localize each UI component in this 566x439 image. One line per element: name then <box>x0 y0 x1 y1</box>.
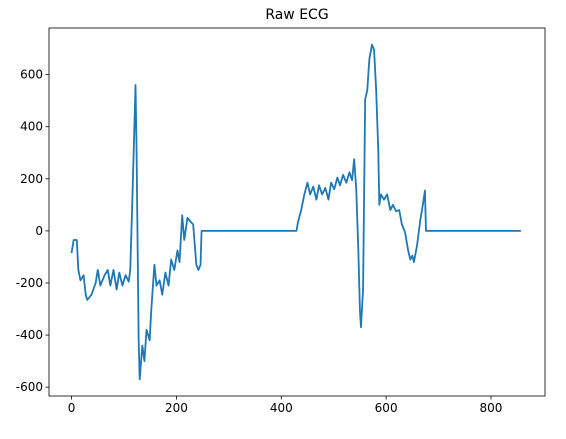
x-tick-label: 600 <box>375 401 398 415</box>
y-tick-label: 200 <box>20 172 43 186</box>
x-tick-label: 400 <box>270 401 293 415</box>
line <box>70 43 521 381</box>
y-tick-label: -400 <box>16 328 43 342</box>
y-tick-label: 600 <box>20 68 43 82</box>
y-tick-label: 400 <box>20 120 43 134</box>
y-tick-label: -200 <box>16 276 43 290</box>
x-tick-label: 200 <box>165 401 188 415</box>
chart-title: Raw ECG <box>265 7 328 23</box>
axes-frame <box>48 27 546 397</box>
y-tick-label: -600 <box>16 380 43 394</box>
x-tick-label: 0 <box>68 401 76 415</box>
y-tick-label: 0 <box>35 224 43 238</box>
x-tick-label: 800 <box>480 401 503 415</box>
